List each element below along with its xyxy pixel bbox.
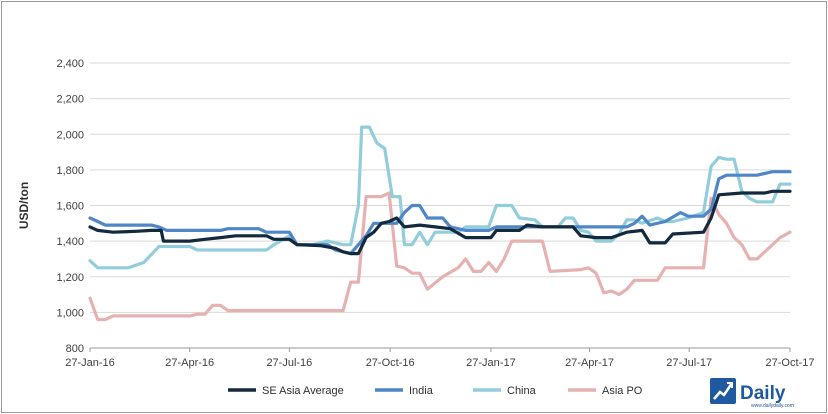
y-axis-ticks: 800 1,000 1,200 1,400 1,600 1,800 2,000 2,200 2,… xyxy=(56,58,84,355)
y-axis-title: USD/ton xyxy=(17,182,31,229)
x-tick-label: 27-Apr-17 xyxy=(565,357,614,369)
y-tick-label: 1,600 xyxy=(56,201,84,213)
legend-item: India xyxy=(375,385,434,397)
legend-label: India xyxy=(409,385,434,397)
series-line-asia-po xyxy=(88,191,792,322)
x-tick-label: 27-Jan-16 xyxy=(65,357,115,369)
legend-label: SE Asia Average xyxy=(262,385,344,397)
x-tick-label: 27-Jan-17 xyxy=(466,357,516,369)
x-tick-label: 27-Apr-16 xyxy=(165,357,214,369)
daily-logo: Daily www.dailydaily.com xyxy=(710,378,794,409)
legend-item: China xyxy=(473,385,537,397)
x-tick-label: 27-Oct-16 xyxy=(366,357,415,369)
legend-label: China xyxy=(507,385,537,397)
logo-subtext: www.dailydaily.com xyxy=(751,403,794,409)
y-tick-label: 2,000 xyxy=(56,129,84,141)
y-tick-label: 1,800 xyxy=(56,165,84,177)
gridlines xyxy=(90,62,790,313)
series-line-se-asia-average xyxy=(88,189,792,256)
x-tick-label: 27-Jul-17 xyxy=(666,357,712,369)
x-axis-ticks: 27-Jan-16 27-Apr-16 27-Jul-16 27-Oct-16 27-J… xyxy=(65,348,814,369)
legend: SE Asia Average India China Asia PO xyxy=(228,385,643,397)
y-tick-label: 2,400 xyxy=(56,58,84,70)
x-tick-label: 27-Oct-17 xyxy=(766,357,815,369)
series-lines xyxy=(88,125,792,322)
logo-text: Daily xyxy=(740,383,786,404)
legend-label: Asia PO xyxy=(602,385,643,397)
y-tick-label: 2,200 xyxy=(56,94,84,106)
y-tick-label: 1,200 xyxy=(56,272,84,284)
legend-item: Asia PO xyxy=(568,385,643,397)
logo-mark-icon xyxy=(710,378,736,404)
y-tick-label: 800 xyxy=(66,343,84,355)
y-tick-label: 1,000 xyxy=(56,307,84,319)
series-line-india xyxy=(88,170,792,256)
legend-item: SE Asia Average xyxy=(228,385,344,397)
x-tick-label: 27-Jul-16 xyxy=(266,357,312,369)
y-tick-label: 1,400 xyxy=(56,236,84,248)
series-line-china xyxy=(88,125,792,270)
